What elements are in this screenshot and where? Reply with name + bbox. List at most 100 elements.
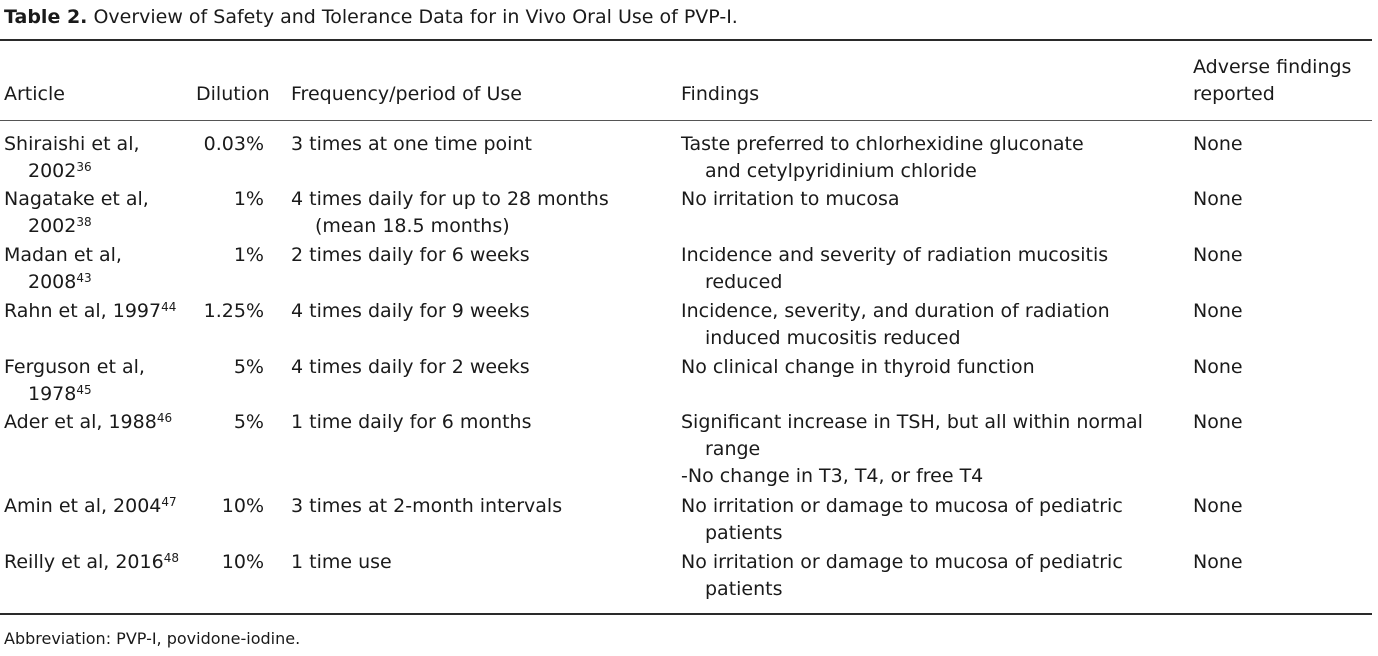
cell-dilution: 1% [233, 188, 264, 210]
frequency-text: 1 time daily for 6 months [291, 411, 532, 433]
header-dilution: Dilution [196, 83, 270, 105]
cell-adverse: None [1193, 356, 1243, 378]
reference-number: 36 [76, 159, 92, 174]
cell-findings: No irritation or damage to mucosa of ped… [681, 493, 1171, 547]
cell-findings: Incidence and severity of radiation muco… [681, 242, 1171, 296]
cell-adverse: None [1193, 300, 1243, 322]
article-year: 200236 [4, 158, 190, 185]
cell-article: Nagatake et al, 200238 [4, 186, 190, 240]
article-year-text: 2002 [28, 160, 77, 182]
table-title: Overview of Safety and Tolerance Data fo… [93, 6, 738, 28]
cell-article: Rahn et al, 199744 [4, 298, 190, 325]
article-year: 200843 [4, 269, 190, 296]
header-adverse-line2: reported [1193, 83, 1275, 105]
findings-text: No irritation to mucosa [681, 188, 900, 210]
table-label: Table 2. [4, 6, 88, 28]
article-year: 200238 [4, 213, 190, 240]
article-text: Ader et al, 1988 [4, 411, 157, 433]
reference-number: 43 [76, 270, 92, 285]
cell-frequency: 3 times at one time point [291, 131, 661, 158]
frequency-text: 3 times at one time point [291, 133, 532, 155]
cell-dilution: 10% [221, 551, 264, 573]
reference-number: 38 [76, 214, 92, 229]
findings-text-cont: and cetylpyridinium chloride [705, 160, 977, 182]
cell-article: Ader et al, 198846 [4, 409, 190, 436]
top-rule [0, 39, 1372, 41]
findings-text-cont: patients [705, 522, 783, 544]
header-adverse: Adverse findings reported [1193, 54, 1373, 108]
findings-text-cont: reduced [705, 271, 783, 293]
cell-findings: No irritation or damage to mucosa of ped… [681, 549, 1171, 603]
article-text: Amin et al, 2004 [4, 495, 162, 517]
article-text: Madan et al, [4, 244, 122, 266]
cell-dilution: 5% [233, 411, 264, 433]
cell-frequency: 1 time daily for 6 months [291, 409, 661, 436]
cell-article: Amin et al, 200447 [4, 493, 190, 520]
findings-text-cont: induced mucositis reduced [705, 327, 961, 349]
article-text: Rahn et al, 1997 [4, 300, 162, 322]
bottom-rule [0, 613, 1372, 615]
cell-adverse: None [1193, 411, 1243, 433]
findings-text: Taste preferred to chlorhexidine glucona… [681, 133, 1084, 155]
cell-dilution: 0.03% [203, 133, 264, 155]
cell-findings: No clinical change in thyroid function [681, 354, 1171, 381]
header-findings: Findings [681, 83, 760, 105]
findings-text: Incidence and severity of radiation muco… [681, 244, 1109, 266]
cell-findings: No irritation to mucosa [681, 186, 1171, 213]
cell-article: Shiraishi et al, 200236 [4, 131, 190, 185]
reference-number: 44 [161, 299, 177, 314]
frequency-text: 4 times daily for 2 weeks [291, 356, 530, 378]
table-caption: Table 2. Overview of Safety and Toleranc… [4, 4, 738, 30]
findings-text-cont: range [705, 438, 761, 460]
cell-frequency: 1 time use [291, 549, 661, 576]
findings-text: Significant increase in TSH, but all wit… [681, 411, 1143, 433]
cell-article: Reilly et al, 201648 [4, 549, 190, 576]
cell-article: Ferguson et al, 197845 [4, 354, 190, 408]
article-year-text: 2008 [28, 271, 77, 293]
header-frequency: Frequency/period of Use [291, 83, 522, 105]
cell-dilution: 1.25% [203, 300, 264, 322]
cell-dilution: 10% [221, 495, 264, 517]
findings-text: No irritation or damage to mucosa of ped… [681, 551, 1123, 573]
findings-text-extra: -No change in T3, T4, or free T4 [681, 465, 984, 487]
cell-findings: Taste preferred to chlorhexidine glucona… [681, 131, 1171, 185]
cell-adverse: None [1193, 133, 1243, 155]
reference-number: 46 [156, 410, 173, 425]
cell-adverse: None [1193, 551, 1243, 573]
article-year: 197845 [4, 381, 190, 408]
table-footnote: Abbreviation: PVP-I, povidone-iodine. [4, 629, 301, 648]
cell-frequency: 4 times daily for 2 weeks [291, 354, 661, 381]
cell-adverse: None [1193, 244, 1243, 266]
findings-text-cont: patients [705, 578, 783, 600]
cell-dilution: 1% [233, 244, 264, 266]
cell-dilution: 5% [233, 356, 264, 378]
cell-findings: Significant increase in TSH, but all wit… [681, 409, 1171, 490]
cell-adverse: None [1193, 188, 1243, 210]
findings-text: Incidence, severity, and duration of rad… [681, 300, 1110, 322]
header-rule [0, 120, 1372, 121]
article-text: Shiraishi et al, [4, 133, 140, 155]
reference-number: 47 [161, 494, 177, 509]
cell-findings: Incidence, severity, and duration of rad… [681, 298, 1171, 352]
article-year-text: 2002 [28, 215, 77, 237]
cell-adverse: None [1193, 495, 1243, 517]
cell-frequency: 4 times daily for 9 weeks [291, 298, 661, 325]
frequency-text: 1 time use [291, 551, 392, 573]
cell-frequency: 2 times daily for 6 weeks [291, 242, 661, 269]
header-adverse-line1: Adverse findings [1193, 56, 1352, 78]
cell-frequency: 3 times at 2-month intervals [291, 493, 661, 520]
cell-frequency: 4 times daily for up to 28 months (mean … [291, 186, 661, 240]
article-text: Nagatake et al, [4, 188, 149, 210]
article-text: Reilly et al, 2016 [4, 551, 164, 573]
reference-number: 48 [163, 550, 179, 565]
header-article: Article [4, 83, 65, 105]
frequency-text: 3 times at 2-month intervals [291, 495, 563, 517]
article-text: Ferguson et al, [4, 356, 145, 378]
frequency-text: 4 times daily for 9 weeks [291, 300, 530, 322]
findings-text: No clinical change in thyroid function [681, 356, 1035, 378]
frequency-text: 4 times daily for up to 28 months [291, 188, 609, 210]
frequency-text: 2 times daily for 6 weeks [291, 244, 530, 266]
findings-text: No irritation or damage to mucosa of ped… [681, 495, 1123, 517]
article-year-text: 1978 [28, 383, 77, 405]
frequency-text-cont: (mean 18.5 months) [315, 215, 510, 237]
